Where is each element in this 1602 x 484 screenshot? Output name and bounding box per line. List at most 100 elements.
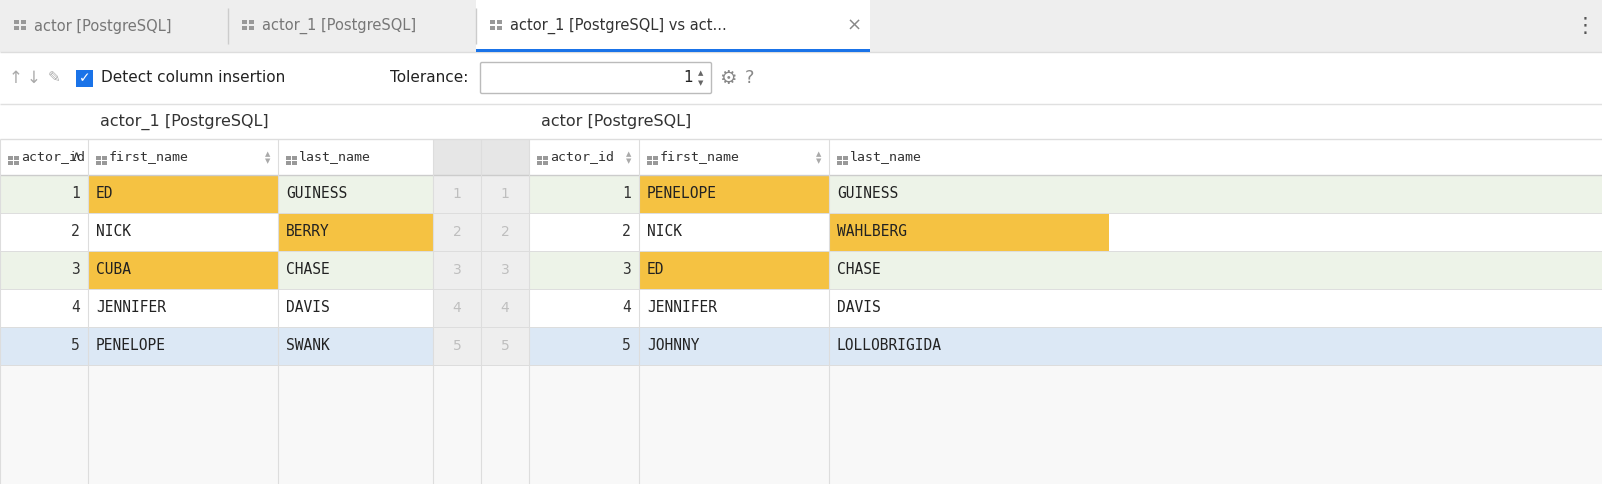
Text: ✎: ✎ bbox=[48, 71, 61, 86]
Bar bbox=[529, 175, 1602, 213]
Bar bbox=[88, 175, 279, 213]
Text: 4: 4 bbox=[70, 301, 80, 316]
Bar bbox=[242, 26, 247, 30]
Bar bbox=[8, 155, 13, 160]
Text: ▼: ▼ bbox=[698, 80, 703, 86]
Bar bbox=[476, 0, 870, 52]
Bar bbox=[0, 104, 1602, 139]
Text: actor_1 [PostgreSQL] vs act...: actor_1 [PostgreSQL] vs act... bbox=[509, 18, 727, 34]
Text: Detect column insertion: Detect column insertion bbox=[101, 71, 285, 86]
Text: actor [PostgreSQL]: actor [PostgreSQL] bbox=[34, 18, 171, 33]
Text: last_name: last_name bbox=[300, 151, 372, 164]
Bar bbox=[654, 155, 658, 160]
Bar bbox=[279, 213, 433, 251]
Text: ↑: ↑ bbox=[10, 69, 22, 87]
Text: Tolerance:: Tolerance: bbox=[389, 71, 468, 86]
Text: actor_1 [PostgreSQL]: actor_1 [PostgreSQL] bbox=[263, 18, 417, 34]
Bar bbox=[537, 161, 541, 165]
Text: SWANK: SWANK bbox=[287, 338, 330, 353]
Bar bbox=[497, 26, 501, 30]
Bar bbox=[843, 161, 847, 165]
Bar bbox=[0, 175, 433, 213]
Text: 2: 2 bbox=[622, 225, 631, 240]
Bar bbox=[96, 155, 101, 160]
Text: CHASE: CHASE bbox=[836, 262, 881, 277]
Bar bbox=[8, 161, 13, 165]
Bar bbox=[433, 175, 529, 213]
Text: GUINESS: GUINESS bbox=[836, 186, 899, 201]
Text: NICK: NICK bbox=[647, 225, 682, 240]
Text: first_name: first_name bbox=[660, 151, 740, 164]
Bar bbox=[292, 161, 296, 165]
Bar bbox=[433, 289, 529, 327]
Text: 5: 5 bbox=[453, 339, 461, 353]
Bar bbox=[529, 213, 1602, 251]
Text: ▲: ▲ bbox=[626, 151, 631, 157]
Bar bbox=[14, 26, 19, 30]
Bar bbox=[647, 155, 652, 160]
Text: last_name: last_name bbox=[851, 151, 923, 164]
Text: 3: 3 bbox=[453, 263, 461, 277]
Text: WAHLBERG: WAHLBERG bbox=[836, 225, 907, 240]
Text: actor_id: actor_id bbox=[21, 151, 85, 164]
Text: BERRY: BERRY bbox=[287, 225, 330, 240]
Bar bbox=[647, 161, 652, 165]
Text: ▼: ▼ bbox=[817, 158, 822, 164]
Bar bbox=[0, 213, 433, 251]
Text: ED: ED bbox=[647, 262, 665, 277]
Text: ✓: ✓ bbox=[78, 71, 90, 85]
Text: JENNIFER: JENNIFER bbox=[96, 301, 167, 316]
Text: DAVIS: DAVIS bbox=[287, 301, 330, 316]
Text: ED: ED bbox=[96, 186, 114, 201]
Bar bbox=[843, 155, 847, 160]
Text: DAVIS: DAVIS bbox=[836, 301, 881, 316]
Bar bbox=[639, 251, 828, 289]
Text: actor_id: actor_id bbox=[549, 151, 614, 164]
Bar bbox=[433, 139, 529, 175]
Text: 5: 5 bbox=[622, 338, 631, 353]
Bar bbox=[490, 20, 495, 24]
Text: LOLLOBRIGIDA: LOLLOBRIGIDA bbox=[836, 338, 942, 353]
Bar bbox=[0, 251, 433, 289]
Text: 5: 5 bbox=[500, 339, 509, 353]
Bar bbox=[103, 155, 107, 160]
Bar bbox=[14, 161, 19, 165]
Text: 3: 3 bbox=[500, 263, 509, 277]
Bar bbox=[836, 155, 843, 160]
Bar bbox=[14, 155, 19, 160]
Text: ▼: ▼ bbox=[266, 158, 271, 164]
Text: PENELOPE: PENELOPE bbox=[96, 338, 167, 353]
Bar bbox=[476, 49, 870, 52]
Text: PENELOPE: PENELOPE bbox=[647, 186, 718, 201]
Text: GUINESS: GUINESS bbox=[287, 186, 348, 201]
Bar bbox=[0, 327, 433, 365]
Bar bbox=[654, 161, 658, 165]
Bar bbox=[529, 251, 1602, 289]
Bar bbox=[433, 251, 529, 289]
Bar bbox=[433, 213, 529, 251]
Text: JOHNNY: JOHNNY bbox=[647, 338, 700, 353]
Text: 1: 1 bbox=[682, 71, 692, 86]
Text: 2: 2 bbox=[500, 225, 509, 239]
Bar bbox=[482, 64, 710, 92]
Text: ▲: ▲ bbox=[698, 70, 703, 76]
Bar bbox=[103, 161, 107, 165]
Bar bbox=[75, 70, 93, 87]
Bar bbox=[292, 155, 296, 160]
Text: ⚙: ⚙ bbox=[719, 69, 737, 88]
Text: ▲: ▲ bbox=[266, 151, 271, 157]
Text: ×: × bbox=[846, 17, 862, 35]
Bar bbox=[529, 289, 1602, 327]
Bar bbox=[0, 139, 1602, 175]
Text: JENNIFER: JENNIFER bbox=[647, 301, 718, 316]
Text: ▼: ▼ bbox=[626, 158, 631, 164]
Bar bbox=[0, 0, 1602, 52]
Text: first_name: first_name bbox=[109, 151, 189, 164]
Text: 2: 2 bbox=[453, 225, 461, 239]
Text: 1: 1 bbox=[500, 187, 509, 201]
Text: 4: 4 bbox=[500, 301, 509, 315]
Bar bbox=[490, 26, 495, 30]
Text: actor_1 [PostgreSQL]: actor_1 [PostgreSQL] bbox=[99, 113, 269, 130]
Bar bbox=[242, 20, 247, 24]
Bar bbox=[248, 26, 255, 30]
